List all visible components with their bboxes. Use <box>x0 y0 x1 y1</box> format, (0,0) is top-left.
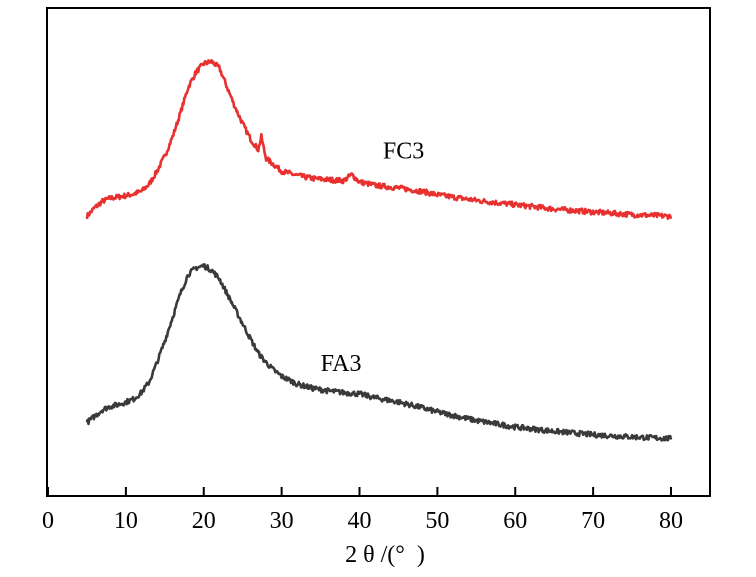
x-axis-label: 2 θ /(° ) <box>345 542 425 568</box>
x-tick-label: 20 <box>192 508 216 534</box>
series-label-fc3: FC3 <box>383 138 424 164</box>
series-label-fa3: FA3 <box>321 351 362 377</box>
series-line-fa3 <box>85 263 673 442</box>
series-labels: FC3 FA3 <box>321 138 425 377</box>
x-tick-label: 50 <box>425 508 449 534</box>
x-ticks <box>47 487 672 496</box>
x-tick-label: 60 <box>503 508 527 534</box>
plot-frame <box>46 7 711 497</box>
x-tick-label: 80 <box>659 508 683 534</box>
x-tick-label: 40 <box>348 508 372 534</box>
series-lines <box>85 59 673 442</box>
x-tick-label: 30 <box>270 508 294 534</box>
x-tick-label: 0 <box>42 508 54 534</box>
series-line-fc3 <box>85 59 673 220</box>
x-tick-label: 70 <box>581 508 605 534</box>
x-tick-labels: 0 10 20 30 40 50 60 70 80 <box>42 508 683 534</box>
x-tick-label: 10 <box>114 508 138 534</box>
